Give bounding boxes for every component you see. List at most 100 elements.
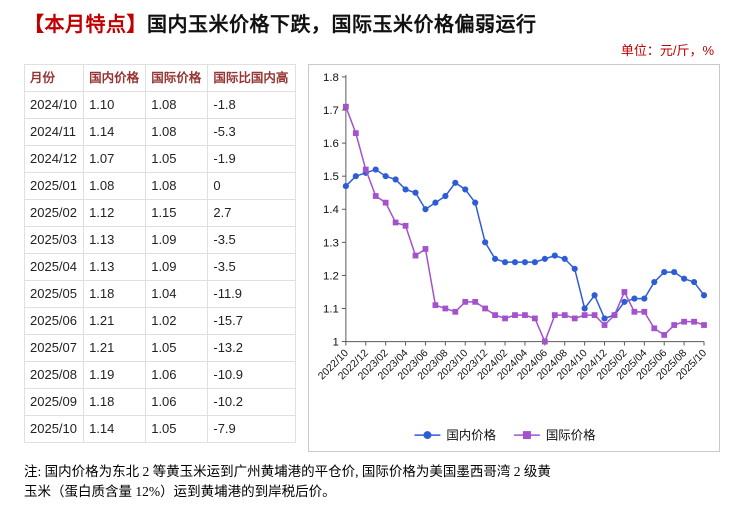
table-cell: 1.05	[145, 145, 209, 173]
table-row: 2025/04 1.13 1.09 -3.5	[23, 253, 296, 281]
table-cell: 1.07	[83, 145, 147, 173]
国际价格-point	[502, 315, 508, 322]
国内价格-point	[651, 278, 658, 286]
table-cell: 1.13	[83, 226, 147, 254]
table-cell: 1.18	[83, 388, 147, 416]
content-row: 月份 国内价格 国际价格 国际比国内高 2024/10 1.10 1.08 -1.8 2024…	[23, 64, 720, 452]
table-cell: 1.09	[145, 226, 209, 254]
table-cell: 1.09	[145, 253, 209, 281]
国际价格-point	[452, 308, 459, 315]
国际价格-point	[342, 103, 349, 110]
table-row: 2025/09 1.18 1.06 -10.2	[23, 388, 296, 416]
table-cell: 1.19	[83, 361, 147, 389]
table-row: 2025/07 1.21 1.05 -13.2	[23, 334, 296, 362]
table-cell: 1.02	[145, 307, 209, 335]
国际价格-point	[482, 305, 489, 312]
table-cell: 2025/07	[23, 334, 85, 362]
table-row: 2025/10 1.14 1.05 -7.9	[23, 415, 296, 443]
table-cell: 1.18	[83, 280, 147, 308]
table-column-header: 国内价格	[83, 64, 147, 92]
table-cell: 2025/09	[23, 388, 85, 416]
table-cell: 1.08	[145, 91, 209, 119]
y-tick-label: 1.4	[323, 204, 340, 216]
y-tick-label: 1.8	[323, 72, 339, 84]
chart-canvas: 11.11.21.31.41.51.61.71.82022/102022/122…	[317, 72, 710, 443]
table-cell: 2025/04	[23, 253, 85, 281]
国内价格-point	[671, 269, 678, 276]
table-cell: 1.15	[145, 199, 209, 227]
国际价格-point	[621, 289, 628, 295]
table-cell: 2025/06	[23, 307, 85, 335]
legend-label: 国际价格	[546, 428, 596, 443]
国际价格-point	[412, 252, 419, 259]
国际价格-point	[532, 315, 538, 322]
国内价格-point	[462, 186, 469, 193]
国际价格-point	[541, 338, 548, 345]
page-title: 【本月特点】国内玉米价格下跌，国际玉米价格偏弱运行	[24, 8, 720, 37]
国际价格-point	[601, 322, 608, 328]
y-tick-label: 1.1	[323, 303, 339, 315]
legend-marker-circle	[423, 431, 432, 440]
table-cell: 1.10	[83, 91, 147, 119]
title-text: 国内玉米价格下跌，国际玉米价格偏弱运行	[147, 14, 537, 36]
国内价格-point	[452, 179, 459, 186]
table-row: 2024/10 1.10 1.08 -1.8	[23, 91, 296, 119]
国内价格-point	[591, 292, 598, 299]
table-cell: -13.2	[207, 334, 296, 362]
国内价格-point	[531, 259, 538, 266]
table-row: 2025/01 1.08 1.08 0	[23, 172, 296, 200]
table-cell: -11.9	[207, 280, 296, 308]
国内价格-point	[601, 315, 608, 322]
table-cell: -5.3	[207, 118, 296, 146]
国际价格-point	[462, 298, 469, 305]
国际价格-point	[691, 318, 697, 325]
国内价格-line	[345, 168, 705, 320]
国际价格-point	[701, 322, 707, 328]
table-row: 2024/12 1.07 1.05 -1.9	[23, 145, 296, 173]
table-cell: 2024/12	[23, 145, 85, 173]
国际价格-point	[651, 325, 658, 332]
table-cell: 2025/03	[23, 226, 85, 254]
table-cell: 2025/10	[23, 415, 85, 443]
国内价格-point	[511, 259, 519, 266]
y-tick-label: 1	[333, 337, 339, 349]
国际价格-point	[392, 219, 399, 226]
table-cell: -1.8	[207, 91, 296, 119]
table-cell: 1.08	[83, 172, 147, 200]
国际价格-point	[671, 322, 678, 328]
table-cell: 1.05	[145, 334, 209, 362]
国内价格-point	[482, 239, 489, 246]
table-cell: 1.05	[145, 415, 209, 443]
table-column-header: 国际价格	[145, 64, 209, 92]
国际价格-point	[442, 305, 449, 312]
国内价格-point	[621, 298, 628, 305]
table-cell: 1.14	[83, 118, 147, 146]
title-highlight: 【本月特点】	[24, 14, 147, 36]
国际价格-point	[432, 302, 439, 309]
国内价格-point	[581, 305, 588, 312]
table-column-header: 国际比国内高	[207, 64, 296, 92]
table-cell: 0	[207, 172, 296, 200]
table-cell: 2024/10	[23, 91, 85, 119]
footnote-line-2: 玉米（蛋白质含量 12%）运到黄埔港的到岸税后价。	[24, 484, 336, 499]
国内价格-point	[661, 269, 668, 276]
table-cell: -3.5	[207, 226, 296, 254]
国际价格-point	[382, 199, 389, 206]
国际价格-point	[591, 312, 598, 318]
table-cell: 1.08	[145, 118, 209, 146]
国际价格-point	[422, 246, 429, 252]
国际价格-point	[522, 312, 528, 318]
国内价格-point	[382, 173, 389, 180]
table-cell: 1.14	[83, 415, 147, 443]
price-table: 月份 国内价格 国际价格 国际比国内高 2024/10 1.10 1.08 -1.8 2024…	[23, 64, 296, 443]
footnote-line-1: 注: 国内价格为东北 2 等黄玉米运到广州黄埔港的平仓价, 国际价格为美国墨西哥…	[24, 464, 551, 479]
table-cell: 2025/08	[23, 361, 85, 389]
国际价格-point	[571, 315, 578, 322]
table-header-row: 月份 国内价格 国际价格 国际比国内高	[23, 64, 296, 92]
table-cell: 1.21	[83, 334, 147, 362]
国内价格-point	[561, 255, 568, 262]
国际价格-point	[611, 312, 618, 318]
y-tick-label: 1.3	[323, 237, 339, 249]
国内价格-point	[352, 173, 359, 180]
table-cell: -15.7	[207, 307, 296, 335]
